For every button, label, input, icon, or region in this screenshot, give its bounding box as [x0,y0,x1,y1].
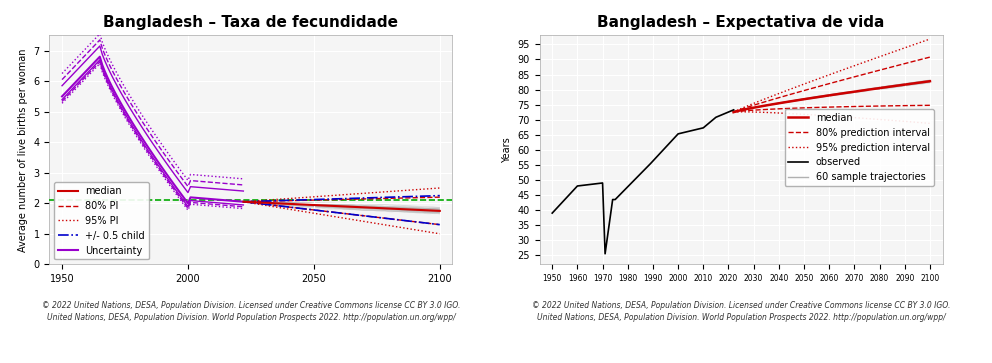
Title: Bangladesh – Expectativa de vida: Bangladesh – Expectativa de vida [597,15,885,30]
Text: © 2022 United Nations, DESA, Population Division. Licensed under Creative Common: © 2022 United Nations, DESA, Population … [532,301,950,322]
Y-axis label: Years: Years [502,137,512,163]
Y-axis label: Average number of live births per woman: Average number of live births per woman [18,48,28,252]
Text: © 2022 United Nations, DESA, Population Division. Licensed under Creative Common: © 2022 United Nations, DESA, Population … [42,301,460,322]
Title: Bangladesh – Taxa de fecundidade: Bangladesh – Taxa de fecundidade [103,15,399,30]
Legend: median, 80% prediction interval, 95% prediction interval, observed, 60 sample tr: median, 80% prediction interval, 95% pre… [785,109,933,186]
Legend: median, 80% PI, 95% PI, +/- 0.5 child, Uncertainty: median, 80% PI, 95% PI, +/- 0.5 child, U… [55,182,149,260]
